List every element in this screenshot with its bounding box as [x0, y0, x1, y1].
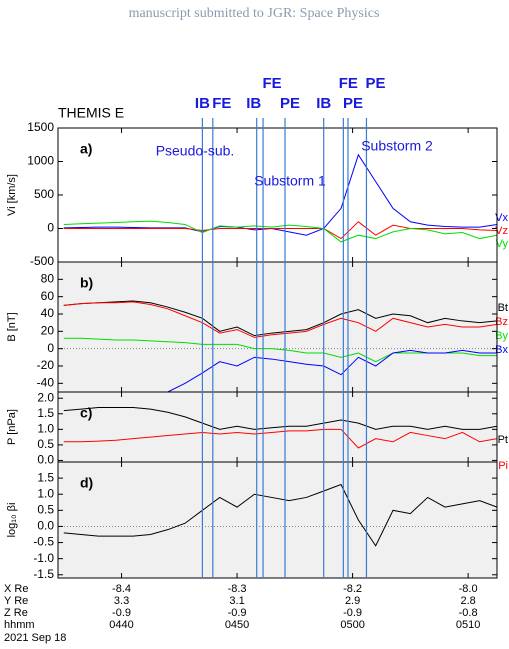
y-axis-label: P [nPa] — [6, 409, 18, 445]
legend-label: Bx — [495, 344, 508, 356]
annotation: Pseudo-sub. — [156, 143, 235, 159]
y-tick-label: -1.5 — [33, 567, 54, 581]
event-label: PE — [280, 95, 300, 112]
y-tick-label: -0.5 — [33, 535, 54, 549]
event-label: FE — [212, 95, 231, 112]
panel-label: b) — [80, 275, 93, 291]
panel-label: a) — [80, 141, 92, 157]
x-row-value: -8.4 — [112, 583, 131, 595]
y-tick-label: -1.0 — [33, 551, 54, 565]
y-tick-label: 80 — [41, 272, 55, 286]
y-tick-label: 60 — [41, 289, 55, 303]
x-row-value: 2.9 — [345, 595, 360, 607]
legend-label: By — [495, 330, 508, 342]
y-tick-label: 1500 — [27, 120, 54, 134]
event-label: IB — [246, 95, 261, 112]
event-label: PE — [343, 95, 363, 112]
y-tick-label: 2.0 — [37, 390, 54, 404]
x-row-name: X Re — [4, 583, 28, 595]
y-tick-label: 0.5 — [37, 503, 54, 517]
legend-label: Bt — [498, 302, 508, 314]
x-row-value: -0.9 — [343, 607, 362, 619]
legend-label: Vx — [495, 212, 508, 224]
x-row-value: -0.9 — [112, 607, 131, 619]
y-tick-label: -500 — [30, 254, 54, 268]
series-line — [63, 300, 498, 337]
y-tick-label: 1.0 — [37, 422, 54, 436]
panel-label: c) — [80, 405, 92, 421]
y-tick-label: 0.5 — [37, 437, 54, 451]
legend-label: Bz — [495, 316, 508, 328]
x-row-name: hhmm — [4, 619, 35, 631]
series-line — [63, 221, 498, 240]
y-tick-label: 0 — [47, 221, 54, 235]
y-tick-label: 20 — [41, 324, 55, 338]
series-line — [63, 301, 498, 338]
event-label: FE — [262, 75, 281, 92]
x-row-name: Y Re — [4, 595, 28, 607]
x-row-value: -8.2 — [343, 583, 362, 595]
legend-label: Pt — [498, 434, 508, 446]
x-row-value: 2.8 — [460, 595, 475, 607]
x-row-name: Z Re — [4, 607, 28, 619]
y-axis-label: Vi [km/s] — [6, 174, 18, 216]
x-row-value: 0440 — [109, 619, 133, 631]
y-tick-label: 0 — [47, 341, 54, 355]
y-tick-label: 1000 — [27, 154, 54, 168]
y-tick-label: 0.0 — [37, 453, 54, 467]
x-row-value: 3.3 — [114, 595, 129, 607]
event-label: IB — [195, 95, 210, 112]
y-tick-label: 1.5 — [37, 406, 54, 420]
x-row-value: 0450 — [225, 619, 249, 631]
y-tick-label: -40 — [37, 376, 55, 390]
legend-label: Vy — [496, 238, 509, 250]
x-row-value: -8.3 — [228, 583, 247, 595]
x-row-value: -0.9 — [228, 607, 247, 619]
x-row-value: 0500 — [340, 619, 364, 631]
legend-label: Vz — [495, 225, 508, 237]
series-line — [63, 428, 498, 449]
x-row-value: -8.0 — [459, 583, 478, 595]
event-label: IB — [316, 95, 331, 112]
y-tick-label: 1.5 — [37, 470, 54, 484]
header: manuscript submitted to JGR: Space Physi… — [129, 6, 380, 21]
y-tick-label: 0.0 — [37, 519, 54, 533]
y-tick-label: 40 — [41, 306, 55, 320]
panel-shade — [58, 262, 497, 392]
y-tick-label: 1.0 — [37, 486, 54, 500]
series-line — [63, 483, 498, 547]
y-axis-label: log₁₀ βi — [6, 503, 18, 538]
y-tick-label: 500 — [34, 187, 54, 201]
event-label: FE — [339, 75, 358, 92]
x-row-value: 0510 — [456, 619, 480, 631]
annotation: Substorm 1 — [254, 173, 326, 189]
panel-shade — [58, 462, 497, 578]
series-line — [63, 407, 498, 430]
series-line — [63, 153, 498, 236]
legend-label: Pi — [498, 460, 508, 472]
date: 2021 Sep 18 — [4, 632, 66, 644]
instrument-title: THEMIS E — [58, 105, 124, 121]
series-line — [63, 220, 498, 243]
x-row-value: 3.1 — [229, 595, 244, 607]
x-row-value: -0.8 — [459, 607, 478, 619]
panel-label: d) — [80, 475, 93, 491]
panel-frame — [57, 461, 498, 579]
y-tick-label: -20 — [37, 358, 55, 372]
y-axis-label: B [nT] — [6, 312, 18, 341]
event-label: PE — [365, 75, 385, 92]
annotation: Substorm 2 — [361, 138, 433, 154]
